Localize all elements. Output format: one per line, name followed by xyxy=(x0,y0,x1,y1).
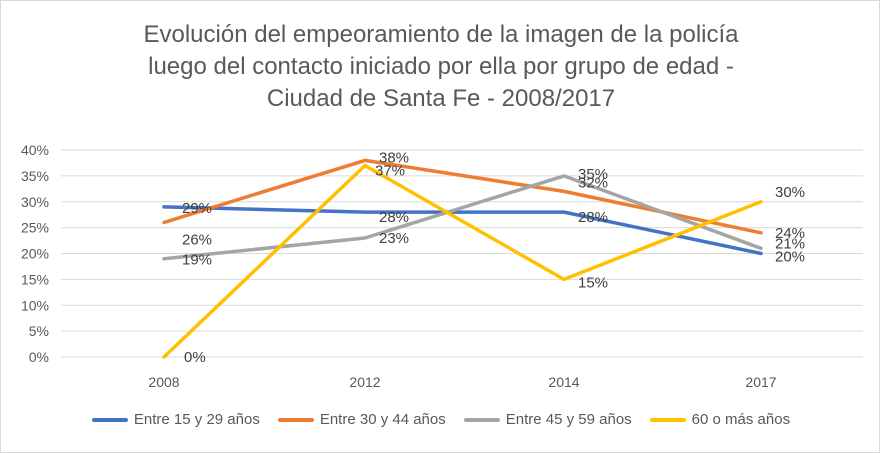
y-tick-label: 20% xyxy=(21,246,49,262)
chart-title-line-3: Ciudad de Santa Fe - 2008/2017 xyxy=(266,85,616,112)
y-tick-label: 30% xyxy=(21,194,49,210)
data-label: 35% xyxy=(578,166,608,183)
legend-label: Entre 45 y 59 años xyxy=(505,411,632,428)
chart-legend: Entre 15 y 29 años Entre 30 y 44 años Entr… xyxy=(1,411,880,428)
y-tick-label: 15% xyxy=(21,271,49,287)
chart-title-line-1: Evolución del empeoramiento de la imagen… xyxy=(143,21,739,48)
x-tick-label: 2008 xyxy=(148,374,179,390)
chart-title-line-2: luego del contacto iniciado por ella por… xyxy=(148,53,734,80)
series-line xyxy=(162,205,763,256)
legend-swatch xyxy=(277,417,314,422)
y-tick-label: 10% xyxy=(21,297,49,313)
legend-swatch xyxy=(649,417,686,422)
data-label: 15% xyxy=(578,274,608,291)
data-label: 21% xyxy=(775,235,805,252)
data-label: 32% xyxy=(578,174,608,191)
data-label: 26% xyxy=(182,231,212,248)
y-axis-ticks: 0% 5% 10% 15% 20% 25% 30% 35% 40% xyxy=(21,142,49,365)
legend-label: Entre 30 y 44 años xyxy=(319,411,446,428)
data-label: 24% xyxy=(775,225,805,242)
y-tick-label: 35% xyxy=(21,168,49,184)
data-label: 0% xyxy=(184,349,206,366)
data-label: 20% xyxy=(775,249,805,266)
y-tick-label: 5% xyxy=(29,323,49,339)
legend-item: 60 o más años xyxy=(649,411,791,428)
legend-item: Entre 15 y 29 años xyxy=(91,411,260,428)
legend-label: 60 o más años xyxy=(691,411,791,428)
data-label: 38% xyxy=(379,149,409,166)
x-tick-label: 2017 xyxy=(745,374,776,390)
data-labels: 29% 28% 28% 20% 26% 38% 32% 24% 19% 23% 35% 21% 0% 37… xyxy=(182,149,805,366)
legend-swatch xyxy=(91,417,128,422)
data-label: 37% xyxy=(375,163,405,180)
data-label: 19% xyxy=(182,252,212,269)
series-lines xyxy=(162,158,763,359)
data-label: 29% xyxy=(182,200,212,217)
chart-title: Evolución del empeoramiento de la imagen… xyxy=(1,19,880,115)
y-tick-label: 0% xyxy=(29,349,49,365)
y-tick-label: 40% xyxy=(21,142,49,158)
y-tick-label: 25% xyxy=(21,220,49,236)
legend-item: Entre 45 y 59 años xyxy=(463,411,632,428)
x-tick-label: 2012 xyxy=(349,374,380,390)
legend-item: Entre 30 y 44 años xyxy=(277,411,446,428)
data-label: 30% xyxy=(775,184,805,201)
legend-swatch xyxy=(463,417,500,422)
data-label: 28% xyxy=(578,209,608,226)
data-label: 23% xyxy=(379,230,409,247)
x-axis-ticks: 2008 2012 2014 2017 xyxy=(148,374,776,390)
legend-label: Entre 15 y 29 años xyxy=(133,411,260,428)
series-line xyxy=(162,174,763,261)
data-label: 28% xyxy=(379,209,409,226)
series-line xyxy=(162,163,763,359)
x-tick-label: 2014 xyxy=(548,374,579,390)
